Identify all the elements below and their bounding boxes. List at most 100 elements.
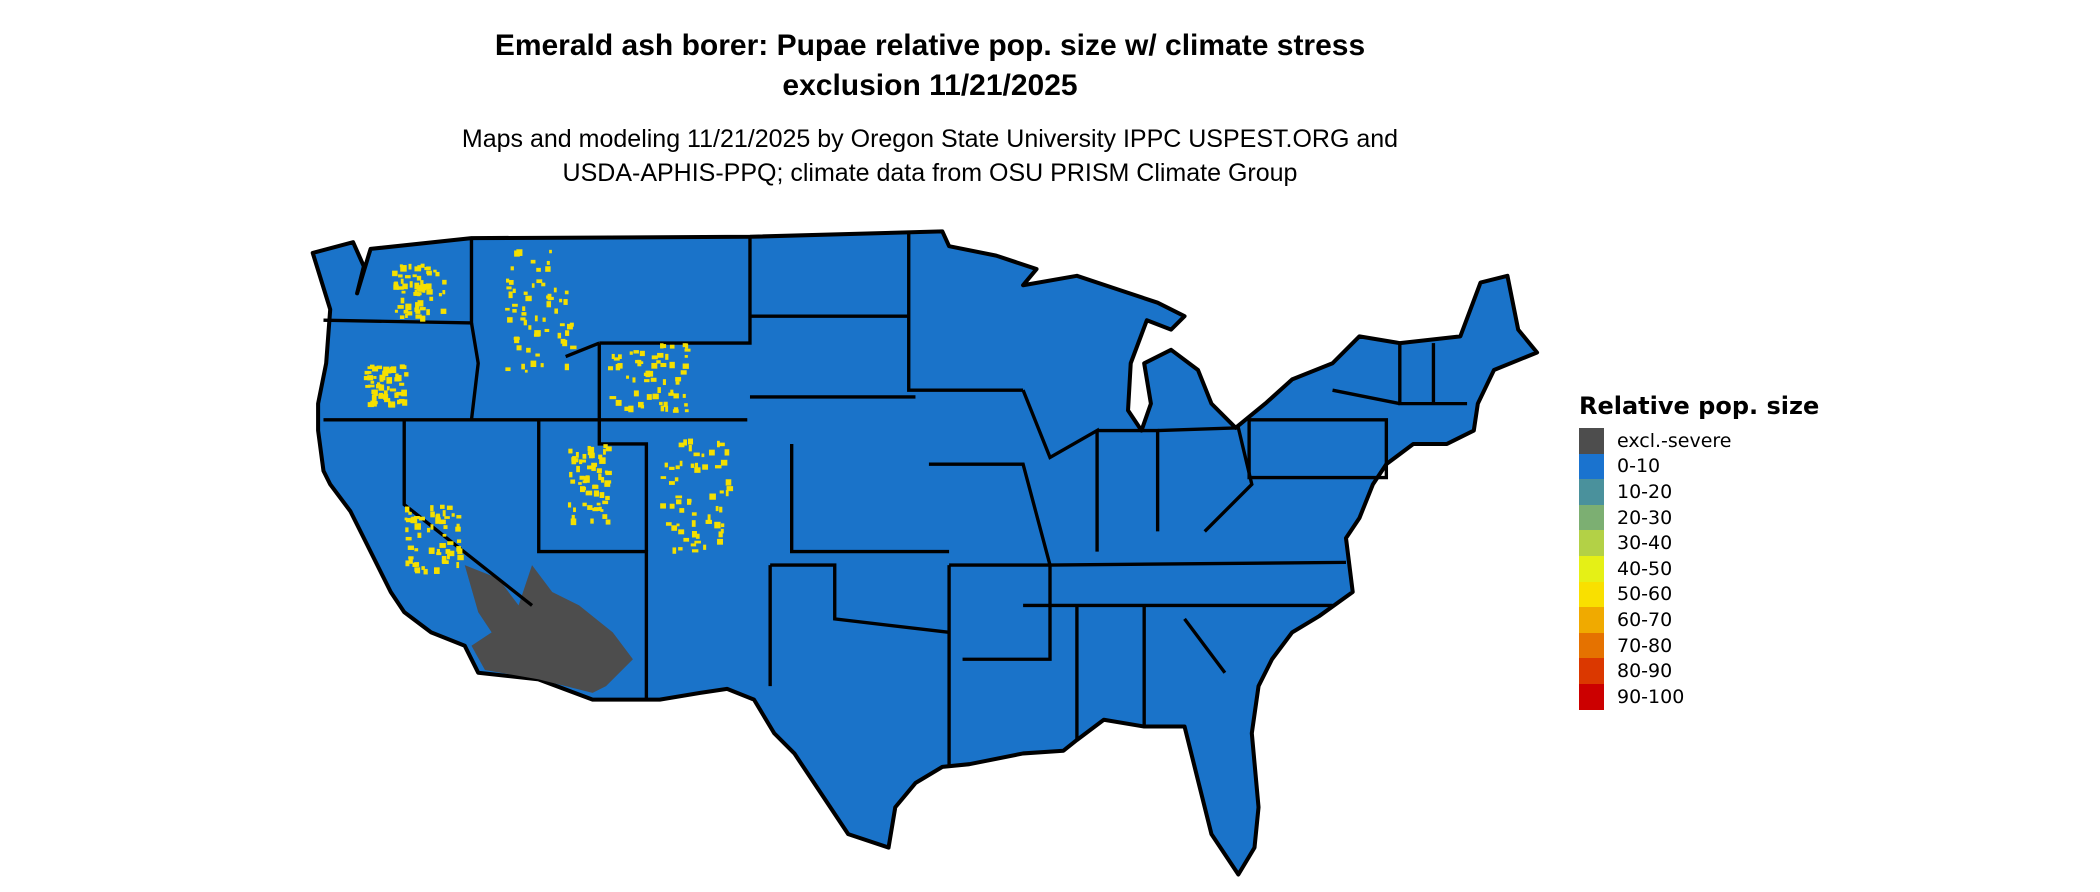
legend-label: 0-10 — [1617, 455, 1661, 478]
hotspot-speck — [394, 377, 400, 382]
hotspot-speck — [719, 442, 725, 447]
hotspot-speck — [426, 270, 432, 275]
legend-item: 0-10 — [1579, 453, 1819, 480]
hotspot-speck — [639, 350, 645, 357]
hotspot-speck — [633, 350, 639, 354]
hotspot-speck — [451, 513, 455, 517]
hotspot-speck — [591, 452, 595, 459]
hotspot-speck — [685, 343, 689, 349]
hotspot-speck — [369, 364, 375, 370]
hotspot-speck — [602, 514, 608, 519]
hotspot-speck — [540, 363, 544, 368]
hotspot-speck — [405, 519, 413, 523]
hotspot-speck — [405, 560, 410, 567]
hotspot-speck — [376, 382, 381, 386]
hotspot-speck — [399, 382, 405, 386]
hotspot-speck — [611, 353, 615, 360]
hotspot-speck — [660, 476, 667, 479]
hotspot-speck — [531, 283, 535, 288]
hotspot-speck — [447, 541, 454, 545]
hotspot-speck — [404, 275, 411, 279]
legend-item: 50-60 — [1579, 581, 1819, 608]
hotspot-speck — [533, 333, 540, 337]
hotspot-speck — [546, 260, 550, 265]
hotspot-speck — [600, 509, 604, 512]
hotspot-speck — [718, 531, 723, 538]
hotspot-speck — [580, 486, 587, 491]
hotspot-speck — [684, 348, 691, 352]
hotspot-speck — [428, 547, 435, 554]
hotspot-speck — [506, 278, 510, 283]
legend-label: excl.-severe — [1617, 429, 1732, 452]
hotspot-speck — [603, 449, 606, 455]
hotspot-speck — [670, 389, 674, 396]
hotspot-speck — [416, 275, 422, 281]
hotspot-speck — [400, 278, 404, 284]
subtitle-line-1: Maps and modeling 11/21/2025 by Oregon S… — [461, 125, 1399, 153]
hotspot-speck — [672, 547, 677, 554]
hotspot-speck — [660, 503, 666, 509]
hotspot-speck — [390, 388, 397, 392]
hotspot-speck — [633, 390, 639, 397]
hotspot-speck — [669, 344, 675, 349]
map-title: Emerald ash borer: Pupae relative pop. s… — [330, 26, 1530, 106]
hotspot-speck — [662, 379, 666, 385]
hotspot-speck — [559, 323, 565, 327]
hotspot-speck — [403, 309, 409, 314]
legend-item: 90-100 — [1579, 683, 1819, 710]
legend-swatch — [1579, 607, 1604, 633]
hotspot-speck — [549, 249, 552, 254]
hotspot-speck — [546, 301, 552, 308]
hotspot-speck — [374, 391, 378, 396]
hotspot-speck — [433, 567, 440, 574]
hotspot-speck — [688, 444, 692, 452]
hotspot-speck — [669, 361, 675, 369]
hotspot-speck — [569, 471, 573, 478]
hotspot-speck — [694, 467, 701, 473]
hotspot-speck — [418, 516, 425, 521]
hotspot-speck — [536, 279, 543, 284]
legend-label: 60-70 — [1617, 608, 1673, 631]
hotspot-speck — [585, 490, 593, 496]
hotspot-speck — [593, 490, 599, 497]
hotspot-speck — [572, 456, 577, 460]
hotspot-speck — [676, 499, 682, 505]
hotspot-speck — [439, 543, 446, 548]
hotspot-speck — [599, 457, 606, 464]
hotspot-speck — [557, 332, 562, 339]
hotspot-speck — [534, 330, 541, 337]
hotspot-speck — [415, 314, 422, 319]
hotspot-speck — [405, 303, 412, 311]
hotspot-speck — [579, 459, 583, 465]
hotspot-speck — [646, 394, 652, 400]
hotspot-speck — [408, 263, 412, 270]
hotspot-speck — [664, 462, 668, 468]
hotspot-speck — [570, 345, 577, 350]
hotspot-speck — [455, 526, 461, 532]
hotspot-speck — [521, 363, 525, 370]
hotspot-speck — [693, 452, 700, 457]
legend-title: Relative pop. size — [1579, 392, 1820, 420]
hotspot-speck — [397, 305, 404, 309]
hotspot-speck — [657, 387, 661, 394]
hotspot-speck — [435, 514, 441, 519]
hotspot-speck — [383, 390, 388, 395]
hotspot-speck — [589, 446, 595, 453]
hotspot-speck — [414, 567, 420, 572]
hotspot-speck — [707, 514, 711, 521]
hotspot-speck — [587, 465, 592, 470]
hotspot-speck — [605, 495, 610, 501]
legend-swatch — [1579, 658, 1604, 684]
hotspot-speck — [426, 309, 430, 316]
hotspot-speck — [604, 470, 608, 474]
hotspot-speck — [563, 299, 568, 305]
hotspot-speck — [368, 384, 375, 388]
hotspot-speck — [660, 343, 664, 349]
hotspot-speck — [436, 552, 442, 556]
hotspot-speck — [605, 519, 611, 525]
legend-item: 30-40 — [1579, 530, 1819, 556]
hotspot-speck — [665, 353, 669, 360]
hotspot-speck — [679, 460, 683, 467]
hotspot-speck — [568, 448, 573, 454]
hotspot-speck — [414, 523, 421, 530]
